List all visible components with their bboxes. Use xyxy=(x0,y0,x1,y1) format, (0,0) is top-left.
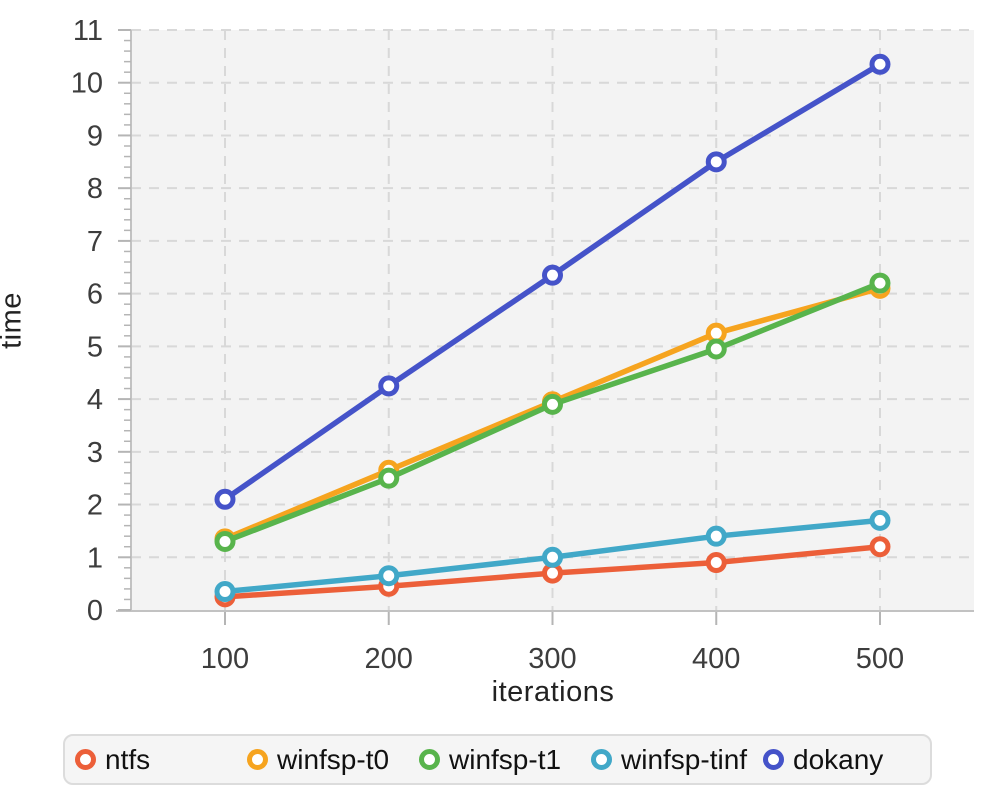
legend-item-dokany[interactable]: dokany xyxy=(763,744,883,776)
x-tick-label-500: 500 xyxy=(856,643,904,675)
marker-winfsp-tinf-500 xyxy=(869,509,891,531)
legend-item-ntfs[interactable]: ntfs xyxy=(75,744,247,776)
marker-winfsp-t1-500 xyxy=(869,272,891,294)
y-tick-label-10: 10 xyxy=(71,68,103,100)
marker-dokany-100 xyxy=(214,488,236,510)
plot-canvas: 0 1 2 3 4 5 6 7 8 9 10 11 100 200 300 400 500 xyxy=(71,15,974,675)
marker-winfsp-tinf-200 xyxy=(378,565,400,587)
y-tick-label-9: 9 xyxy=(87,120,103,152)
x-tick-label-200: 200 xyxy=(365,643,413,675)
marker-winfsp-tinf-100 xyxy=(214,581,236,603)
y-tick-label-6: 6 xyxy=(87,279,103,311)
y-tick-label-7: 7 xyxy=(87,226,103,258)
legend-label: winfsp-t1 xyxy=(449,743,562,775)
y-tick-label-4: 4 xyxy=(87,384,103,416)
legend-label: ntfs xyxy=(105,743,151,775)
legend-label: winfsp-tinf xyxy=(621,743,748,775)
x-tick-label-100: 100 xyxy=(201,643,249,675)
marker-ntfs-400 xyxy=(705,552,727,574)
marker-dokany-400 xyxy=(705,151,727,173)
legend: ntfs winfsp-t0 winfsp-t1 winfsp-tinf dok… xyxy=(63,734,932,785)
y-axis-title: time xyxy=(0,292,28,349)
marker-dokany-500 xyxy=(869,53,891,75)
marker-dokany-300 xyxy=(542,264,563,286)
marker-winfsp-t1-100 xyxy=(214,530,236,552)
marker-dokany-200 xyxy=(378,375,400,397)
dokany-marker-icon xyxy=(763,749,784,770)
x-axis-title: iterations xyxy=(491,676,615,708)
marker-winfsp-tinf-400 xyxy=(705,525,727,547)
legend-label: dokany xyxy=(793,743,884,775)
legend-label: winfsp-t0 xyxy=(277,743,390,775)
y-tick-label-0: 0 xyxy=(87,595,103,627)
y-tick-label-5: 5 xyxy=(87,331,103,363)
winfsp-tinf-marker-icon xyxy=(591,749,612,770)
marker-winfsp-t1-300 xyxy=(542,393,563,415)
y-tick-label-11: 11 xyxy=(73,15,103,47)
ntfs-marker-icon xyxy=(75,749,96,770)
x-tick-label-400: 400 xyxy=(692,643,740,675)
legend-item-winfsp-t1[interactable]: winfsp-t1 xyxy=(419,744,591,776)
y-tick-label-3: 3 xyxy=(87,437,103,469)
y-tick-label-1: 1 xyxy=(87,542,103,574)
winfsp-t1-marker-icon xyxy=(419,749,440,770)
marker-winfsp-t1-400 xyxy=(705,338,727,360)
marker-winfsp-t1-200 xyxy=(378,467,400,489)
marker-winfsp-tinf-300 xyxy=(542,546,563,568)
y-tick-label-8: 8 xyxy=(87,173,103,205)
y-tick-label-2: 2 xyxy=(87,490,103,522)
marker-ntfs-500 xyxy=(869,536,891,558)
x-tick-label-300: 300 xyxy=(528,643,576,675)
legend-item-winfsp-t0[interactable]: winfsp-t0 xyxy=(247,744,419,776)
winfsp-t0-marker-icon xyxy=(247,749,268,770)
legend-item-winfsp-tinf[interactable]: winfsp-tinf xyxy=(591,744,763,776)
